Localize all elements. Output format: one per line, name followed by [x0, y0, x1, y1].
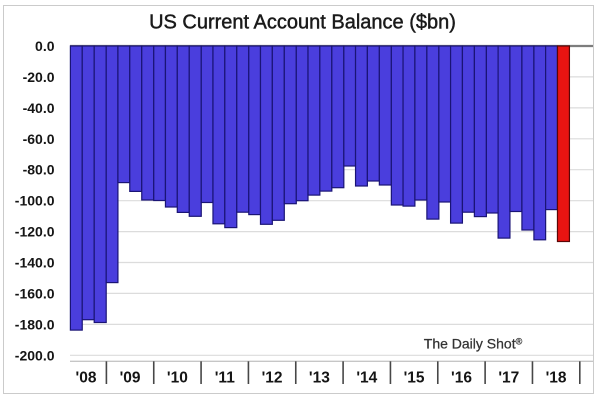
- svg-text:'17: '17: [498, 370, 519, 387]
- svg-text:'10: '10: [167, 370, 188, 387]
- svg-text:-200.0: -200.0: [15, 347, 55, 363]
- svg-text:'13: '13: [309, 370, 330, 387]
- svg-text:'16: '16: [451, 370, 472, 387]
- svg-text:'12: '12: [262, 370, 283, 387]
- svg-text:-180.0: -180.0: [15, 316, 55, 332]
- svg-text:'14: '14: [356, 370, 377, 387]
- svg-text:'18: '18: [546, 370, 567, 387]
- svg-text:-140.0: -140.0: [15, 255, 55, 271]
- svg-text:'08: '08: [76, 370, 97, 387]
- svg-text:'15: '15: [404, 370, 425, 387]
- svg-text:'09: '09: [120, 370, 141, 387]
- svg-text:-60.0: -60.0: [23, 131, 55, 147]
- svg-text:-40.0: -40.0: [23, 100, 55, 116]
- svg-text:-80.0: -80.0: [23, 162, 55, 178]
- svg-text:-120.0: -120.0: [15, 224, 55, 240]
- svg-text:-160.0: -160.0: [15, 285, 55, 301]
- svg-text:-100.0: -100.0: [15, 193, 55, 209]
- svg-text:'11: '11: [215, 370, 235, 387]
- svg-text:0.0: 0.0: [35, 38, 55, 54]
- svg-text:-20.0: -20.0: [23, 69, 55, 85]
- svg-text:US Current Account Balance ($b: US Current Account Balance ($bn): [149, 12, 456, 34]
- svg-text:The Daily Shot®: The Daily Shot®: [424, 336, 523, 352]
